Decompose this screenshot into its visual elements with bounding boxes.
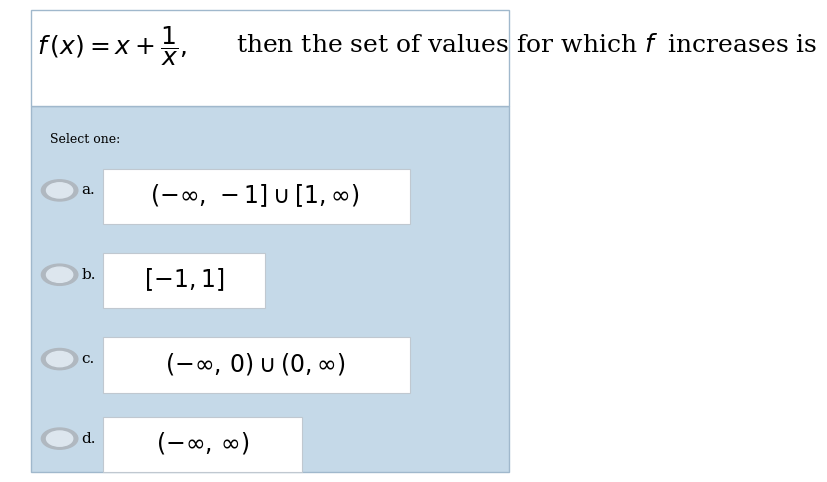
Text: $(-\infty,\,-1]\cup[1,\infty)$: $(-\infty,\,-1]\cup[1,\infty)$ (150, 182, 360, 209)
Circle shape (41, 264, 78, 285)
Text: Select one:: Select one: (50, 134, 120, 146)
Text: b.: b. (81, 268, 96, 282)
Circle shape (46, 267, 73, 282)
Text: $(-\infty,\,0)\cup(0,\infty)$: $(-\infty,\,0)\cup(0,\infty)$ (165, 351, 345, 377)
Text: d.: d. (81, 431, 96, 446)
Text: a.: a. (81, 183, 95, 198)
Circle shape (46, 431, 73, 446)
Bar (103, 169, 409, 224)
Circle shape (41, 348, 78, 370)
Circle shape (41, 428, 78, 449)
Text: $f\,(x) = x+\dfrac{1}{x},$: $f\,(x) = x+\dfrac{1}{x},$ (37, 24, 187, 67)
Circle shape (46, 183, 73, 198)
Bar (31, 10, 509, 106)
Circle shape (41, 180, 78, 201)
Bar (103, 337, 409, 393)
Text: c.: c. (81, 352, 94, 366)
Circle shape (46, 351, 73, 367)
Text: $(-\infty,\,\infty)$: $(-\infty,\,\infty)$ (156, 430, 249, 456)
Bar (103, 417, 302, 472)
Text: $[-1,1]$: $[-1,1]$ (144, 266, 223, 293)
Bar (103, 253, 265, 308)
Bar (31, 106, 509, 472)
Text: then the set of values for which $f\;$ increases is: then the set of values for which $f\;$ i… (236, 34, 816, 57)
